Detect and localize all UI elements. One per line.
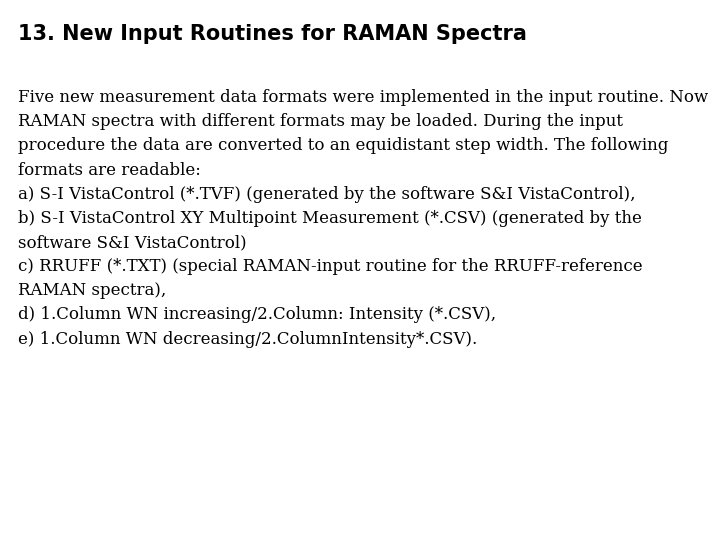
Text: Five new measurement data formats were implemented in the input routine. Now
RAM: Five new measurement data formats were i…	[18, 89, 708, 348]
Text: 13. New Input Routines for RAMAN Spectra: 13. New Input Routines for RAMAN Spectra	[18, 24, 527, 44]
